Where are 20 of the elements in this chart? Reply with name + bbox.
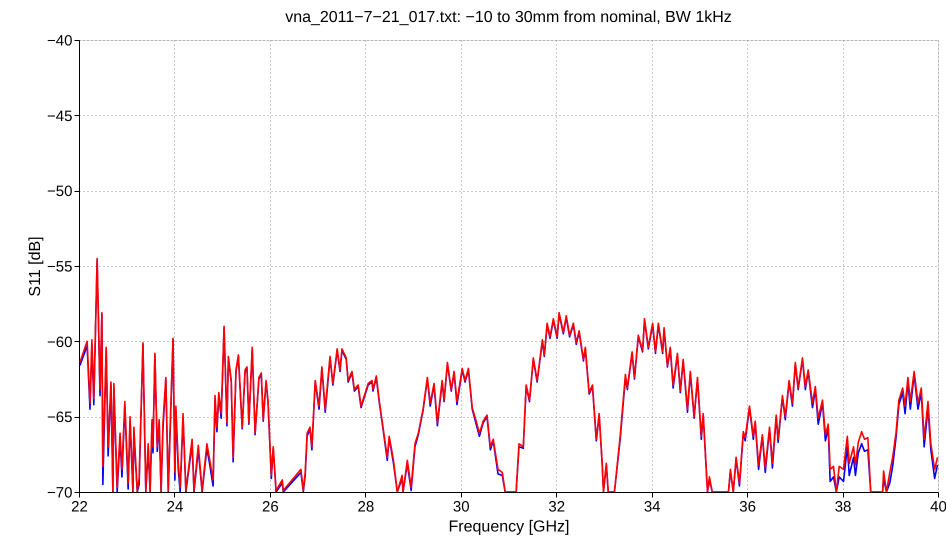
x-tick-label: 24 [166,498,184,516]
y-tick-label: −50 [47,183,72,200]
chart-title: vna_2011−7−21_017.txt: −10 to 30mm from nominal, BW 1kHz [285,9,732,26]
x-axis-title: Frequency [GHz] [448,518,570,536]
y-tick-label: −40 [47,32,72,50]
x-tick-label: 36 [739,498,756,516]
y-tick-label: −65 [47,409,72,426]
x-tick-label: 38 [834,498,852,516]
x-tick-label: 32 [548,498,566,516]
x-tick-label: 22 [71,498,88,516]
x-tick-label: 28 [357,498,374,516]
x-tick-label: 26 [262,498,279,516]
x-tick-label: 40 [930,498,946,516]
y-tick-label: −70 [47,484,72,502]
y-tick-label: −45 [47,108,72,125]
y-tick-label: −55 [47,258,72,276]
y-axis-title: S11 [dB] [27,236,44,297]
x-tick-label: 30 [452,498,470,516]
y-tick-label: −60 [47,334,72,351]
x-tick-label: 34 [644,498,661,516]
